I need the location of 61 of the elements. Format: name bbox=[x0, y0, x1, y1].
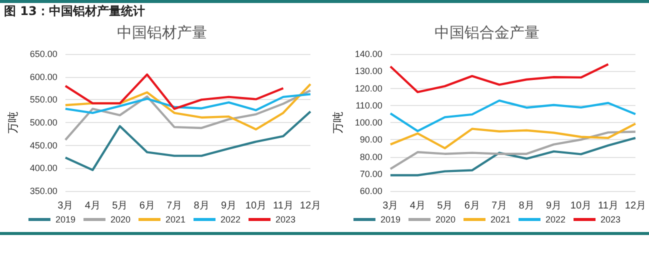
x-tick-label: 4月 bbox=[84, 200, 100, 212]
line-series bbox=[64, 89, 312, 141]
y-tick-label: 350.00 bbox=[30, 186, 58, 196]
line-series bbox=[389, 122, 637, 150]
y-tick-label: 550.00 bbox=[30, 94, 58, 105]
y-tick-label: 140.00 bbox=[354, 49, 382, 59]
x-tick-label: 10月 bbox=[570, 200, 592, 212]
legend-label: 2021 bbox=[165, 214, 186, 224]
x-tick-label: 10月 bbox=[245, 200, 267, 212]
x-tick-label: 9月 bbox=[546, 200, 562, 212]
legend-label: 2019 bbox=[380, 214, 400, 224]
line-series bbox=[64, 83, 312, 130]
y-tick-label: 120.00 bbox=[354, 83, 382, 94]
y-axis-title: 万吨 bbox=[6, 112, 20, 134]
x-tick-label: 4月 bbox=[410, 200, 426, 212]
y-tick-label: 400.00 bbox=[30, 163, 58, 174]
legend-label: 2022 bbox=[220, 214, 241, 224]
legend-label: 2023 bbox=[276, 214, 296, 224]
x-tick-label: 5月 bbox=[437, 200, 453, 212]
x-tick-label: 8月 bbox=[194, 200, 210, 212]
x-tick-label: 11月 bbox=[598, 200, 618, 212]
line-series bbox=[64, 110, 312, 172]
x-tick-label: 3月 bbox=[382, 200, 398, 212]
x-tick-label: 9月 bbox=[220, 200, 237, 212]
x-tick-label: 6月 bbox=[139, 200, 155, 212]
y-tick-label: 650.00 bbox=[30, 49, 58, 59]
x-tick-label: 11月 bbox=[273, 200, 294, 212]
y-tick-label: 600.00 bbox=[30, 72, 58, 82]
legend-label: 2020 bbox=[435, 214, 456, 224]
y-tick-label: 70.00 bbox=[360, 168, 382, 179]
y-tick-label: 80.00 bbox=[360, 152, 382, 162]
x-tick-label: 3月 bbox=[58, 200, 74, 212]
x-tick-label: 6月 bbox=[464, 200, 480, 212]
legend-label: 2019 bbox=[55, 214, 76, 224]
line-series bbox=[389, 63, 610, 94]
legend-label: 2023 bbox=[600, 214, 621, 224]
y-tick-label: 60.00 bbox=[360, 186, 382, 196]
caption: 图 13：中国铝材产量统计 bbox=[4, 3, 145, 20]
x-tick-label: 5月 bbox=[112, 200, 128, 212]
line-series bbox=[64, 73, 284, 110]
chart-title: 中国铝材产量 bbox=[117, 24, 207, 42]
y-tick-label: 90.00 bbox=[360, 134, 382, 145]
y-tick-label: 130.00 bbox=[354, 66, 382, 76]
legend-label: 2021 bbox=[490, 214, 511, 224]
x-tick-label: 7月 bbox=[492, 200, 508, 212]
y-axis-title: 万吨 bbox=[332, 112, 344, 134]
x-tick-label: 12月 bbox=[300, 200, 321, 212]
legend-label: 2020 bbox=[110, 214, 130, 224]
y-tick-label: 500.00 bbox=[30, 118, 58, 128]
chart-title: 中国铝合金产量 bbox=[434, 24, 540, 42]
x-tick-label: 7月 bbox=[166, 200, 182, 212]
line-series bbox=[389, 99, 637, 132]
line-series bbox=[389, 136, 637, 176]
line-series bbox=[64, 93, 312, 114]
y-tick-label: 100.00 bbox=[354, 118, 382, 128]
x-tick-label: 8月 bbox=[518, 200, 534, 212]
legend-label: 2022 bbox=[546, 214, 566, 224]
y-tick-label: 450.00 bbox=[30, 140, 58, 150]
x-tick-label: 12月 bbox=[624, 200, 646, 212]
line-series bbox=[389, 130, 637, 170]
y-tick-label: 110.00 bbox=[356, 100, 382, 110]
